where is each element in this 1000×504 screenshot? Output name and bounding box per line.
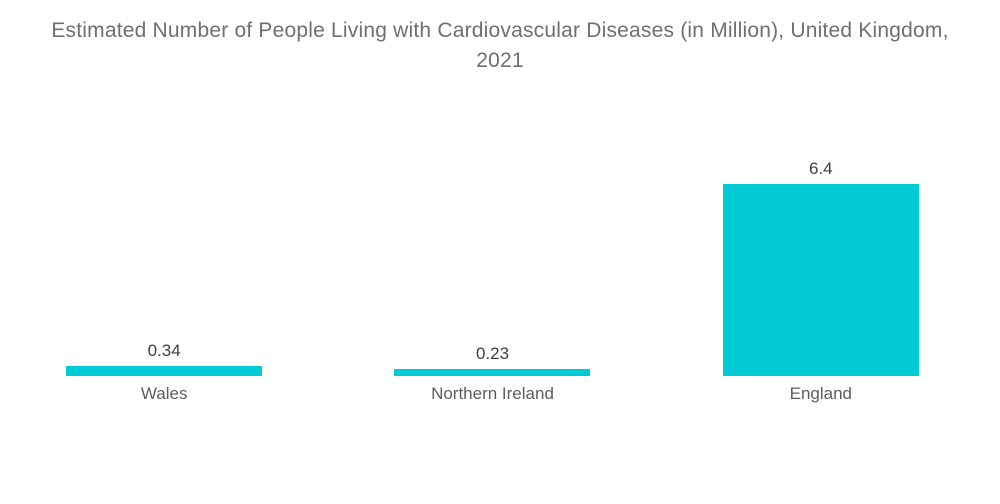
category-axis: Wales Northern Ireland England: [0, 384, 985, 403]
bar-value-label: 0.34: [147, 340, 181, 360]
bar-group: 6.4: [657, 76, 985, 376]
category-label: Northern Ireland: [431, 384, 554, 403]
bar-group: 0.34: [0, 76, 328, 376]
category-label: England: [789, 384, 853, 403]
bar: [66, 365, 263, 376]
bar: [722, 184, 919, 376]
category-label: Wales: [140, 384, 188, 403]
chart-title: Estimated Number of People Living with C…: [51, 19, 949, 72]
bar: [394, 369, 591, 376]
bar-value-label: 0.23: [475, 344, 510, 364]
plot-area: 0.34 0.23 6.4: [0, 76, 985, 376]
bar-group: 0.23: [328, 76, 656, 376]
bar-value-label: 6.4: [809, 159, 833, 178]
